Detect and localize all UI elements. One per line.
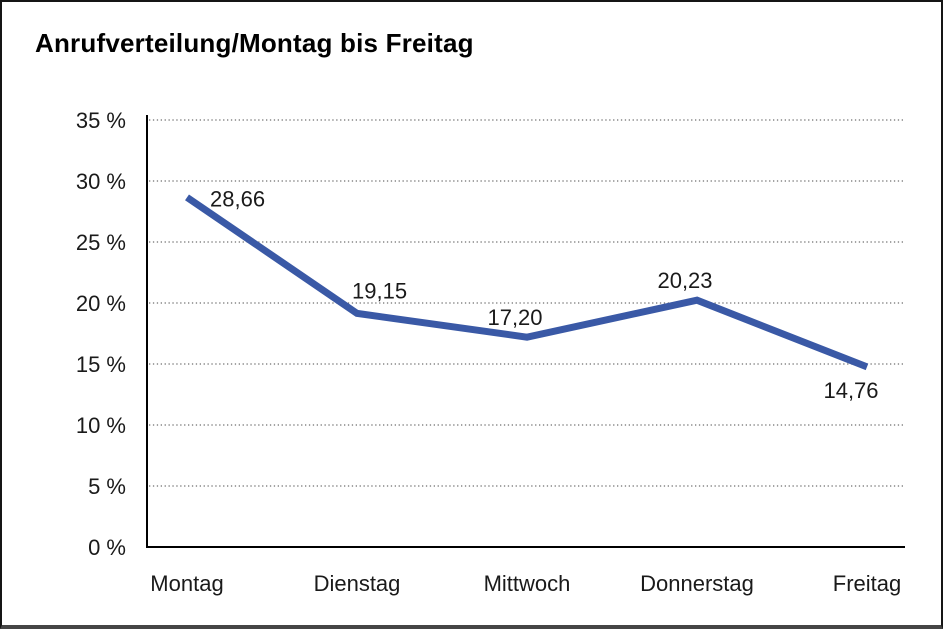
y-tick-label: 5 % — [88, 474, 126, 499]
point-value-label: 19,15 — [352, 278, 407, 303]
point-value-label: 20,23 — [657, 268, 712, 293]
x-tick-label: Mittwoch — [484, 571, 571, 596]
y-tick-label: 25 % — [76, 230, 126, 255]
point-value-label: 28,66 — [210, 186, 265, 211]
series-line — [185, 194, 869, 371]
x-tick-label: Freitag — [833, 571, 901, 596]
y-tick-label: 35 % — [76, 108, 126, 133]
x-tick-label: Donnerstag — [640, 571, 754, 596]
gridlines — [149, 119, 905, 487]
point-value-label: 14,76 — [823, 378, 878, 403]
y-tick-label: 20 % — [76, 291, 126, 316]
axes — [146, 115, 905, 548]
x-axis-tick-labels: Montag Dienstag Mittwoch Donnerstag Freitag — [150, 571, 901, 596]
point-labels: 28,66 19,15 17,20 20,23 14,76 — [210, 186, 879, 403]
y-axis-tick-labels: 0 % 5 % 10 % 15 % 20 % 25 % 30 % 35 % — [76, 108, 126, 560]
point-value-label: 17,20 — [487, 305, 542, 330]
y-tick-label: 30 % — [76, 169, 126, 194]
chart-title: Anrufverteilung/Montag bis Freitag — [35, 28, 474, 58]
y-tick-label: 10 % — [76, 413, 126, 438]
y-tick-label: 0 % — [88, 535, 126, 560]
series-polyline — [185, 194, 869, 371]
x-tick-label: Montag — [150, 571, 223, 596]
y-tick-label: 15 % — [76, 352, 126, 377]
x-tick-label: Dienstag — [314, 571, 401, 596]
